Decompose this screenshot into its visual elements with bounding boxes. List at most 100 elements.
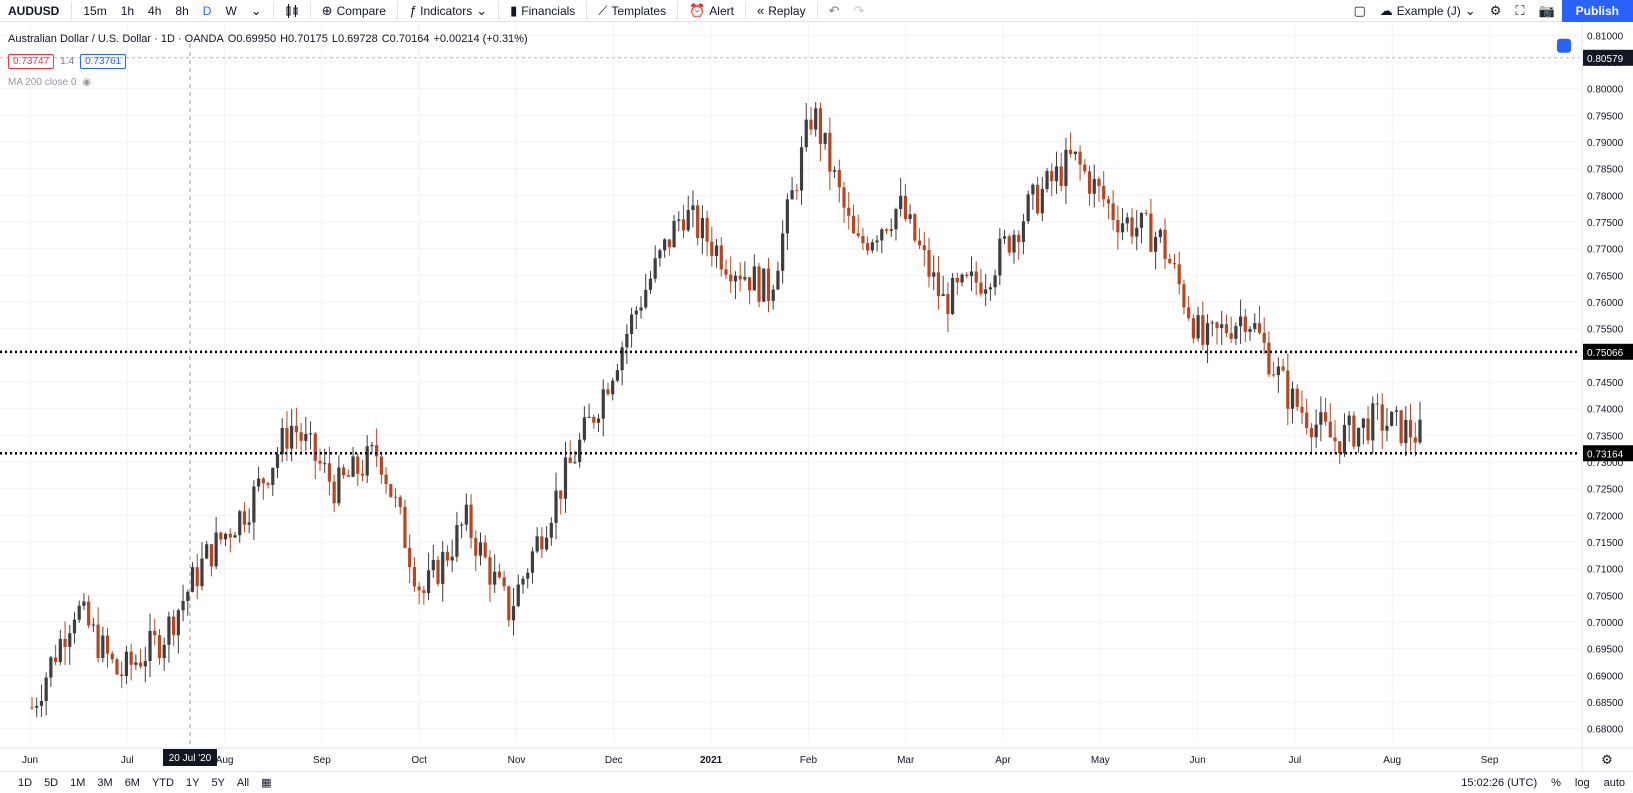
alert-label: Alert (709, 3, 734, 18)
crosshair-date-label: 20 Jul '20 (169, 753, 212, 764)
price-tick-label: 0.73000 (1587, 458, 1624, 469)
candle-body (1045, 171, 1049, 190)
settings-button[interactable]: ⚙ (1483, 0, 1509, 22)
candle-body (176, 610, 180, 636)
fullscreen-layout-button[interactable]: ▢ (1346, 0, 1372, 22)
publish-button[interactable]: Publish (1561, 0, 1633, 22)
candle-body (1125, 217, 1129, 224)
range-5d[interactable]: 5D (44, 776, 59, 789)
candle-body (450, 556, 454, 561)
candle-body (889, 229, 893, 231)
price-tick-label: 0.72500 (1587, 485, 1624, 496)
snapshot-button[interactable]: 📷 (1531, 0, 1561, 22)
candle-body (1229, 333, 1233, 339)
candle-body (700, 218, 704, 239)
candle-body (275, 454, 280, 468)
candle-body (285, 428, 289, 449)
interval-15m[interactable]: 15m (83, 3, 107, 18)
candle-body (507, 586, 511, 621)
financials-button[interactable]: ▮ Financials (503, 0, 582, 22)
candle-body (1064, 149, 1068, 187)
candle-body (1040, 189, 1044, 214)
price-tick-label: 0.71000 (1587, 565, 1624, 576)
candle-body (30, 707, 34, 709)
candle-body (1243, 316, 1247, 332)
candle-body (431, 559, 435, 571)
candle-body (866, 243, 870, 251)
candle-body (946, 294, 950, 315)
candle-body (63, 638, 67, 647)
range-1d[interactable]: 1D (18, 776, 33, 789)
candle-body (148, 630, 152, 662)
interval-d[interactable]: D (202, 3, 212, 18)
candle-body (1276, 366, 1280, 376)
interval-4h[interactable]: 4h (148, 3, 162, 18)
candle-body (511, 606, 516, 621)
candle-body (1120, 223, 1125, 233)
price-chart[interactable]: 0.810000.805000.800000.795000.790000.785… (0, 22, 1633, 771)
layout-selector[interactable]: ☁ Example (J) ⌄ (1373, 0, 1483, 22)
compare-button[interactable]: ⊕ Compare (315, 0, 393, 22)
eye-icon[interactable]: ◉ (82, 77, 92, 88)
undo-button[interactable]: ↶ (822, 0, 847, 22)
candle-body (710, 241, 714, 256)
candle-body (634, 310, 638, 315)
go-to-date-button[interactable]: ▦ (255, 776, 277, 789)
log-toggle[interactable]: log (1574, 777, 1590, 789)
range-5y[interactable]: 5Y (211, 776, 225, 789)
interval-w[interactable]: W (225, 3, 237, 18)
candle-body (1328, 421, 1332, 438)
candle-body (530, 551, 535, 573)
time-tick-label: 2021 (700, 755, 723, 766)
symbol-search[interactable]: AUDUSD (8, 3, 60, 18)
buy-button[interactable]: 0.73761 (80, 54, 127, 69)
candle-body (828, 132, 832, 172)
interval-8h[interactable]: 8h (175, 3, 189, 18)
templates-button[interactable]: ⟋ Templates (591, 0, 673, 22)
level-price-label: 0.73164 (1587, 449, 1624, 460)
candle-body (644, 289, 648, 308)
candle-body (672, 220, 676, 248)
fullscreen-button[interactable]: ⛶ (1508, 0, 1531, 22)
auto-toggle[interactable]: auto (1603, 777, 1625, 789)
range-6m[interactable]: 6M (124, 776, 140, 789)
level-price-bg (1583, 343, 1633, 360)
interval-dropdown[interactable]: ⌄ (244, 0, 269, 22)
candle-body (162, 644, 166, 659)
candle-body (927, 250, 931, 277)
clock-time[interactable]: 15:02:26 (UTC) (1461, 777, 1538, 789)
replay-button[interactable]: « Replay (750, 0, 813, 22)
top-toolbar: AUDUSD 15m 1h 4h 8h D W ⌄ ⊕ Compare ƒ In… (0, 0, 1633, 22)
candle-body (87, 601, 91, 626)
candle-body (1333, 437, 1337, 442)
candle-body (757, 266, 761, 302)
candle-body (1234, 326, 1238, 339)
range-1m[interactable]: 1M (70, 776, 86, 789)
time-tick-label: Feb (800, 755, 818, 766)
candle-body (894, 209, 898, 230)
candle-body (903, 195, 908, 220)
chart-type-button[interactable] (278, 0, 306, 22)
candle-body (540, 536, 544, 550)
sell-button[interactable]: 0.73747 (8, 54, 55, 69)
candle-body (1130, 217, 1134, 237)
price-tick-label: 0.76000 (1587, 298, 1624, 309)
candle-body (988, 287, 992, 290)
time-tick-label: Aug (216, 755, 234, 766)
divider (309, 1, 311, 20)
candle-body (299, 432, 303, 441)
candle-body (1238, 316, 1243, 327)
percent-toggle[interactable]: % (1551, 777, 1561, 789)
range-3m[interactable]: 3M (97, 776, 113, 789)
redo-button[interactable]: ↷ (846, 0, 871, 22)
alert-button[interactable]: ⏰ Alert (682, 0, 741, 22)
candle-body (913, 214, 917, 241)
indicators-button[interactable]: ƒ Indicators ⌄ (402, 0, 494, 22)
range-1y[interactable]: 1Y (185, 776, 200, 789)
range-all[interactable]: All (236, 776, 250, 789)
range-ytd[interactable]: YTD (151, 776, 174, 789)
candle-body (242, 511, 247, 525)
price-tick-label: 0.70000 (1587, 618, 1624, 629)
interval-1h[interactable]: 1h (120, 3, 135, 18)
